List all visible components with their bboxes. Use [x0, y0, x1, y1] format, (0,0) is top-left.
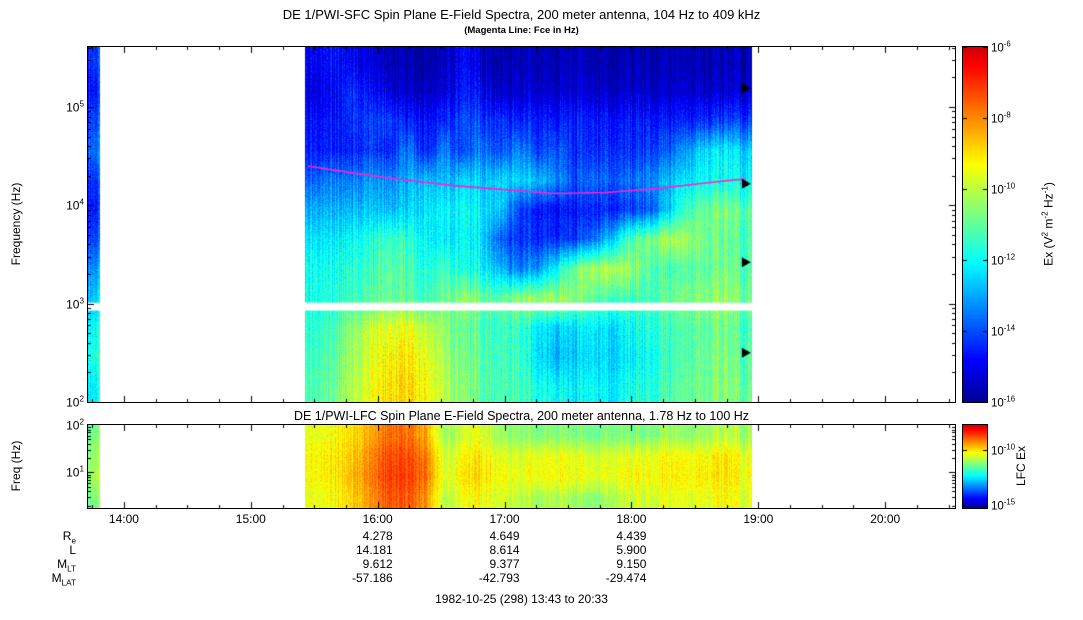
footer-date-range: 1982-10-25 (298) 13:43 to 20:33: [435, 592, 608, 606]
lfc-colorbar-tick-label: 10-15: [991, 497, 1016, 513]
sfc-spectrogram-panel: [87, 46, 956, 403]
ephemeris-value: 5.900: [616, 543, 647, 557]
ephemeris-value: -57.186: [351, 571, 393, 585]
sfc-colorbar-tick-label: 10-14: [991, 323, 1016, 339]
sfc-colorbar-label: Ex (V2 m-2 Hz-1): [1040, 182, 1056, 266]
sfc-y-tick-label: 105: [66, 99, 84, 115]
ephemeris-value: -42.793: [478, 571, 520, 585]
sfc-y-tick-label: 103: [66, 296, 84, 312]
lfc-y-axis-label: Freq (Hz): [9, 440, 23, 492]
sfc-colorbar-tick-label: 10-6: [991, 39, 1011, 55]
ephemeris-row-label: MLAT: [51, 571, 76, 588]
sfc-colorbar-tick-label: 10-12: [991, 252, 1016, 268]
lfc-title: DE 1/PWI-LFC Spin Plane E-Field Spectra,…: [293, 409, 750, 423]
ephemeris-value: 9.150: [616, 557, 647, 571]
ephemeris-value: -29.474: [605, 571, 647, 585]
sfc-y-tick-label: 102: [66, 394, 84, 410]
sfc-y-axis-label: Frequency (Hz): [9, 182, 23, 266]
ephemeris-value: 4.649: [489, 529, 520, 543]
ephemeris-value: 4.439: [616, 529, 647, 543]
lfc-y-tick-label: 101: [66, 464, 84, 480]
x-tick-label: 16:00: [362, 512, 393, 526]
sfc-colorbar-tick-label: 10-8: [991, 110, 1011, 126]
ephemeris-row-label: Re: [62, 529, 76, 546]
ephemeris-value: 14.181: [355, 543, 393, 557]
ephemeris-value: 9.377: [489, 557, 520, 571]
sfc-spectrogram-canvas: [88, 47, 955, 402]
lfc-spectrogram-canvas: [88, 425, 955, 508]
lfc-spectrogram-panel: [87, 424, 956, 509]
x-tick-label: 19:00: [743, 512, 774, 526]
sfc-colorbar-panel: [962, 46, 988, 403]
sfc-y-tick-label: 104: [66, 197, 84, 213]
ephemeris-value: 8.614: [489, 543, 520, 557]
x-tick-label: 15:00: [235, 512, 266, 526]
lfc-colorbar-label: LFC Ex: [1014, 445, 1028, 487]
x-tick-label: 18:00: [616, 512, 647, 526]
lfc-colorbar-panel: [962, 424, 988, 509]
lfc-colorbar-tick-label: 10-10: [991, 442, 1016, 458]
sfc-colorbar-tick-label: 10-10: [991, 181, 1016, 197]
sfc-colorbar-tick-label: 10-16: [991, 394, 1016, 410]
ephemeris-value: 4.278: [362, 529, 393, 543]
x-tick-label: 17:00: [489, 512, 520, 526]
ephemeris-row-label: L: [69, 543, 76, 557]
lfc-y-tick-label: 102: [66, 417, 84, 433]
subtitle: (Magenta Line: Fce in Hz): [464, 25, 579, 36]
ephemeris-value: 9.612: [362, 557, 393, 571]
x-tick-label: 14:00: [108, 512, 139, 526]
x-tick-label: 20:00: [870, 512, 901, 526]
main-title: DE 1/PWI-SFC Spin Plane E-Field Spectra,…: [282, 7, 761, 22]
sfc-colorbar: [963, 47, 987, 402]
lfc-colorbar: [963, 425, 987, 508]
ephemeris-row-label: MLT: [57, 557, 76, 574]
